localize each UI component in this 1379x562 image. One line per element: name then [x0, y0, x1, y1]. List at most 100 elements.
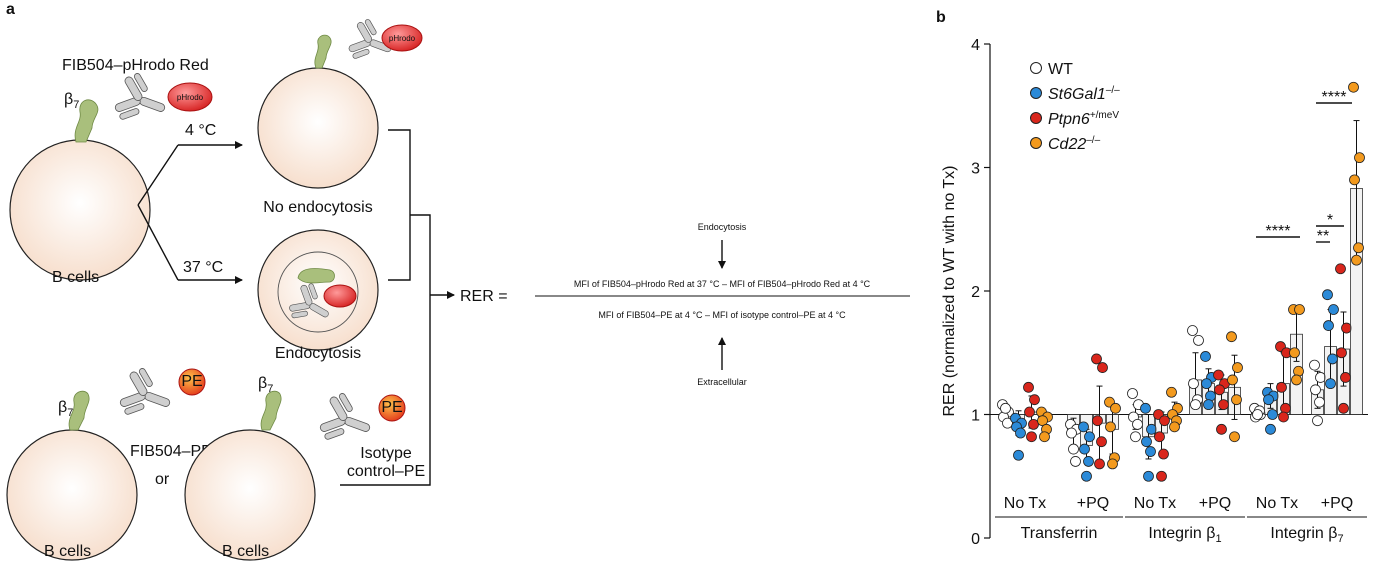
data-point [1292, 375, 1302, 385]
cell-label: B cells [52, 269, 99, 286]
legend-name: Cd22 [1048, 136, 1086, 153]
data-point [1082, 471, 1092, 481]
outcome-label: Endocytosis [275, 345, 361, 362]
data-point [1350, 175, 1360, 185]
data-point [1339, 403, 1349, 413]
data-point [1232, 395, 1242, 405]
receptor-label-text: β [64, 91, 73, 108]
data-point [1215, 385, 1225, 395]
data-point [1328, 354, 1338, 364]
x-tick-label: No Tx [1256, 495, 1298, 512]
legend-name: St6Gal1 [1048, 86, 1106, 103]
legend-label: Cd22–/– [1048, 135, 1101, 153]
denominator: MFI of FIB504–PE at 4 °C – MFI of isotyp… [598, 310, 846, 320]
data-point [1098, 363, 1108, 373]
dye-label: PE [181, 373, 202, 390]
data-point [1315, 397, 1325, 407]
x-tick-label: No Tx [1004, 495, 1046, 512]
data-point [1336, 264, 1346, 274]
data-point [1337, 348, 1347, 358]
figure: a pHrodo FIB504–pHrodo Red β7 B cells 4 … [0, 0, 1379, 562]
group-label-sub: 1 [1215, 533, 1221, 545]
data-point [1266, 424, 1276, 434]
temperature-label: 37 °C [183, 259, 223, 276]
data-point [1354, 243, 1364, 253]
legend-name: WT [1048, 61, 1073, 78]
data-point [1323, 290, 1333, 300]
group-label: Integrin β1 [1148, 525, 1221, 545]
data-point [1079, 422, 1089, 432]
data-point [1141, 403, 1151, 413]
receptor-label: β7 [58, 399, 73, 419]
data-point [1290, 348, 1300, 358]
formula-note: Endocytosis [698, 222, 747, 232]
data-point [1227, 332, 1237, 342]
numerator: MFI of FIB504–pHrodo Red at 37 °C – MFI … [574, 279, 871, 289]
antibody-label: FIB504–pHrodo Red [62, 57, 209, 74]
panel-label: a [6, 1, 15, 18]
group-label-text: Integrin β [1270, 525, 1337, 542]
data-point [1071, 456, 1081, 466]
data-point [1253, 410, 1263, 420]
or-label: or [155, 471, 170, 488]
legend-marker [1031, 63, 1042, 74]
legend-label: Ptpn6+/meV [1048, 110, 1119, 128]
branch [138, 205, 178, 280]
data-point [1329, 305, 1339, 315]
significance-label: **** [1266, 223, 1291, 240]
legend-label: WT [1048, 61, 1073, 78]
isotype-label: Isotype [360, 445, 412, 462]
data-point [1095, 459, 1105, 469]
y-axis-label: RER (normalized to WT with no Tx) [941, 165, 958, 416]
cell [7, 430, 137, 560]
data-point [1040, 432, 1050, 442]
data-point [1080, 444, 1090, 454]
data-point [1170, 422, 1180, 432]
data-point [1142, 437, 1152, 447]
y-tick-label: 1 [971, 408, 980, 425]
legend-name: Ptpn6 [1048, 111, 1090, 128]
data-point [1108, 459, 1118, 469]
legend-sup: –/– [1106, 85, 1120, 96]
data-point [1268, 410, 1278, 420]
panel-a: a pHrodo FIB504–pHrodo Red β7 B cells 4 … [6, 1, 910, 560]
branch [138, 145, 178, 205]
receptor [261, 391, 281, 430]
data-point [1230, 432, 1240, 442]
data-point [1233, 363, 1243, 373]
data-point [1146, 447, 1156, 457]
data-point [1093, 416, 1103, 426]
data-point [1349, 82, 1359, 92]
data-point [1202, 379, 1212, 389]
significance-label: **** [1322, 89, 1347, 106]
data-point [1084, 456, 1094, 466]
dye-label: PE [381, 399, 402, 416]
cell [258, 68, 378, 188]
antibody [315, 388, 378, 452]
formula-lhs: RER = [460, 288, 508, 305]
data-point [1342, 323, 1352, 333]
significance-label: * [1327, 212, 1333, 229]
outcome-label: No endocytosis [263, 199, 372, 216]
legend-marker [1031, 138, 1042, 149]
data-point [1157, 471, 1167, 481]
significance-label: ** [1317, 228, 1329, 245]
receptor-label-sub: 7 [73, 99, 79, 111]
data-point [1147, 424, 1157, 434]
data-point [1069, 444, 1079, 454]
panel-label: b [936, 9, 946, 26]
data-point [1155, 432, 1165, 442]
data-point [1310, 360, 1320, 370]
data-point [1355, 153, 1365, 163]
data-point [1217, 424, 1227, 434]
data-point [1085, 432, 1095, 442]
dye-label: pHrodo [177, 93, 204, 102]
receptor [315, 35, 331, 68]
cell [10, 140, 150, 280]
data-point [1133, 419, 1143, 429]
data-point [1204, 400, 1214, 410]
receptor-label-sub: 7 [267, 383, 273, 395]
y-tick-label: 3 [971, 161, 980, 178]
temperature-label: 4 °C [185, 122, 216, 139]
data-point [1025, 407, 1035, 417]
